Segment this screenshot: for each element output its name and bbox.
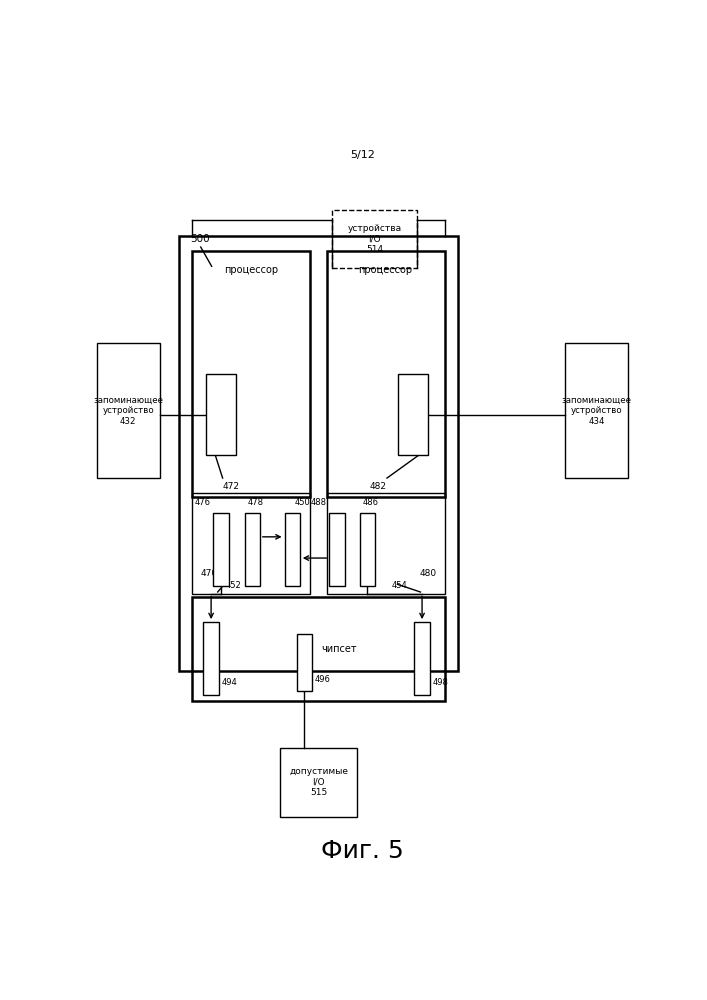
Text: контроллер
памяти: контроллер памяти [407, 393, 419, 436]
Bar [280, 748, 357, 817]
Bar [398, 374, 428, 455]
Bar [214, 513, 228, 586]
Text: 5/12: 5/12 [350, 150, 375, 160]
Text: допустимые
I/O
515: допустимые I/O 515 [289, 767, 348, 797]
Text: 488: 488 [310, 498, 327, 507]
Text: 480: 480 [419, 569, 436, 578]
Text: 494: 494 [221, 678, 238, 687]
Text: 450: 450 [295, 498, 310, 507]
Bar [204, 622, 218, 695]
Bar [414, 622, 430, 695]
Bar [327, 493, 445, 594]
Text: чипсет: чипсет [321, 644, 356, 654]
Text: 490: 490 [414, 678, 431, 687]
Text: двухпунктовый
интерфейс: двухпунктовый интерфейс [286, 525, 298, 573]
Text: 500: 500 [189, 234, 209, 244]
Text: интерфейс: интерфейс [301, 643, 308, 682]
Bar [360, 513, 375, 586]
Text: 452: 452 [226, 581, 242, 590]
Bar [245, 513, 260, 586]
Text: двухпунктовый
интерфейс: двухпунктовый интерфейс [362, 525, 373, 573]
Text: 454: 454 [392, 581, 408, 590]
Text: 498: 498 [433, 678, 448, 687]
Text: двухпунктовый
интерфейс: двухпунктовый интерфейс [247, 525, 258, 573]
Bar [97, 343, 160, 478]
Text: 478: 478 [247, 498, 263, 507]
Text: двухпунктовый
интерфейс: двухпунктовый интерфейс [332, 525, 343, 573]
Text: устройства
I/O
514: устройства I/O 514 [348, 224, 402, 254]
Text: 472: 472 [223, 482, 240, 491]
Bar [297, 634, 312, 691]
Bar [284, 513, 300, 586]
Text: 476: 476 [194, 498, 211, 507]
Bar [206, 374, 236, 455]
Text: запоминающее
устройство
432: запоминающее устройство 432 [93, 396, 163, 426]
Bar [192, 597, 445, 701]
Text: двухпунктовый
интерфейс: двухпунктовый интерфейс [206, 635, 216, 683]
Bar [179, 235, 458, 671]
Bar [332, 210, 417, 268]
Text: процессор: процессор [358, 265, 413, 275]
Text: 486: 486 [363, 498, 378, 507]
Bar [565, 343, 628, 478]
Text: Фиг. 5: Фиг. 5 [321, 840, 404, 863]
Text: 470: 470 [201, 569, 218, 578]
Text: 482: 482 [370, 482, 387, 491]
Text: процессор: процессор [224, 265, 279, 275]
Text: двухпунктовый
интерфейс: двухпунктовый интерфейс [216, 525, 226, 573]
Bar [329, 513, 345, 586]
Text: двухпунктовый
интерфейс: двухпунктовый интерфейс [416, 635, 428, 683]
Text: 496: 496 [315, 675, 331, 684]
Text: запоминающее
устройство
434: запоминающее устройство 434 [561, 396, 631, 426]
Text: контроллер
памяти: контроллер памяти [215, 393, 228, 436]
Bar [192, 251, 310, 497]
Bar [327, 251, 445, 497]
Bar [192, 493, 310, 594]
